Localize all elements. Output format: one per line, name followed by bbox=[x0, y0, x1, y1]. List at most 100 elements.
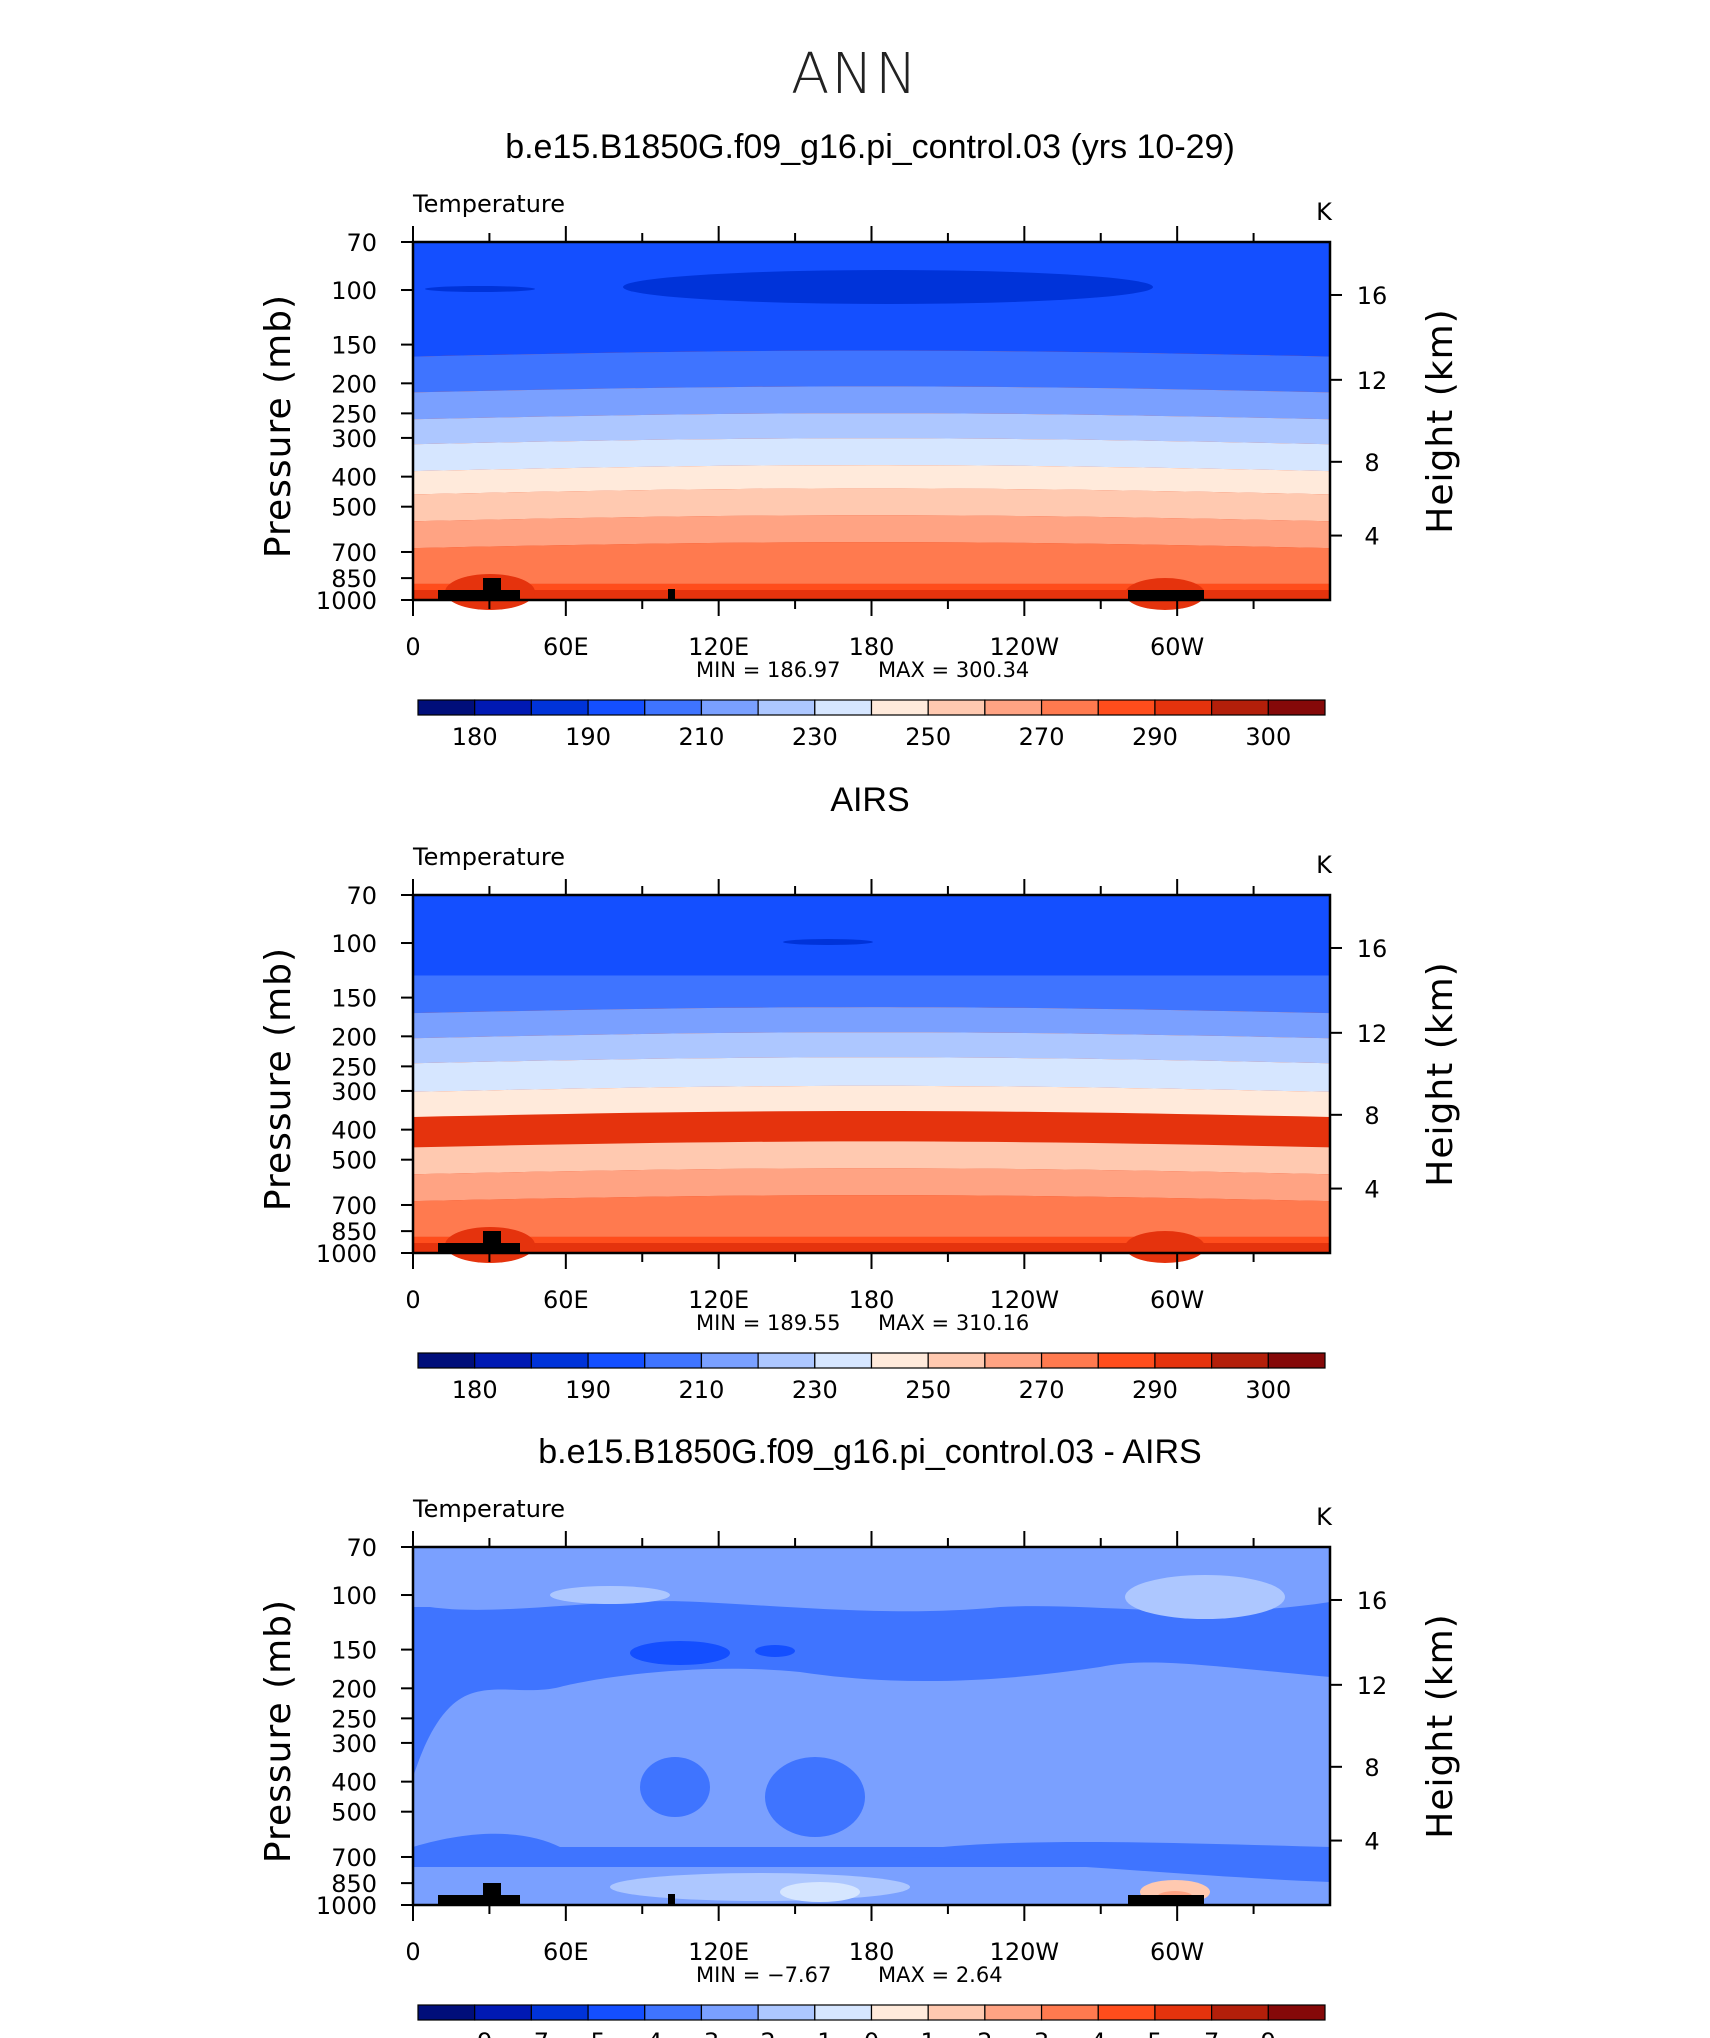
x-tick-label: 0 bbox=[405, 1938, 420, 1966]
y-tick-label: 500 bbox=[331, 1799, 377, 1827]
colorbar-box bbox=[644, 1352, 703, 1369]
contour-band bbox=[413, 895, 1330, 976]
x-tick-label: 60W bbox=[1150, 1938, 1204, 1966]
x-tick-label: 120E bbox=[688, 1938, 749, 1966]
colorbar-box bbox=[1267, 699, 1326, 716]
min-label: MIN = −7.67 bbox=[696, 1963, 831, 1987]
colorbar-box bbox=[814, 2004, 873, 2021]
colorbar-label: 3 bbox=[1034, 2028, 1049, 2038]
y-right-axis-title: Height (km) bbox=[1420, 1613, 1461, 1838]
colorbar-label: 270 bbox=[1019, 723, 1065, 751]
panel-title: b.e15.B1850G.f09_g16.pi_control.03 (yrs … bbox=[505, 128, 1235, 166]
colorbar-label: −1 bbox=[797, 2028, 832, 2038]
warm-region bbox=[550, 1586, 670, 1604]
x-tick-label: 120E bbox=[688, 633, 749, 661]
panel-3: b.e15.B1850G.f09_g16.pi_control.03 - AIR… bbox=[258, 1433, 1461, 2038]
panel-1: b.e15.B1850G.f09_g16.pi_control.03 (yrs … bbox=[258, 128, 1461, 751]
colorbar-box bbox=[417, 1352, 476, 1369]
x-tick-label: 60E bbox=[543, 633, 589, 661]
y-right-tick-label: 12 bbox=[1357, 367, 1388, 395]
contour-band bbox=[900, 1842, 1330, 1882]
colorbar-box bbox=[700, 699, 759, 716]
contour-band bbox=[413, 1057, 1330, 1092]
contour-band bbox=[413, 1141, 1330, 1175]
y-tick-label: 70 bbox=[346, 1534, 377, 1562]
colorbar-box bbox=[870, 699, 929, 716]
y-tick-label: 70 bbox=[346, 882, 377, 910]
units-label: K bbox=[1316, 198, 1333, 226]
y-tick-label: 700 bbox=[331, 1844, 377, 1872]
colorbar-box bbox=[474, 699, 532, 716]
cold-region bbox=[640, 1757, 710, 1817]
colorbar-box bbox=[1154, 699, 1213, 716]
colorbar-box bbox=[474, 2004, 532, 2021]
contour-band bbox=[413, 350, 1330, 393]
y-right-tick-label: 4 bbox=[1364, 523, 1379, 551]
colorbar-box bbox=[1040, 1352, 1099, 1369]
colorbar-box bbox=[1211, 1352, 1269, 1369]
y-tick-label: 850 bbox=[331, 1218, 377, 1246]
colorbar-label: 180 bbox=[452, 723, 498, 751]
colorbar-box bbox=[530, 1352, 589, 1369]
colorbar-box bbox=[530, 699, 589, 716]
colorbar-box bbox=[814, 699, 873, 716]
x-tick-label: 0 bbox=[405, 1286, 420, 1314]
colorbar-box bbox=[757, 2004, 816, 2021]
cold-region bbox=[783, 939, 873, 945]
y-tick-label: 100 bbox=[331, 1582, 377, 1610]
y-tick-label: 500 bbox=[331, 494, 377, 522]
contour-band bbox=[413, 1168, 1330, 1202]
contour-band bbox=[413, 590, 1330, 600]
contour-band bbox=[413, 515, 1330, 549]
y-tick-label: 200 bbox=[331, 1023, 377, 1051]
colorbar-box bbox=[870, 2004, 929, 2021]
x-tick-label: 60W bbox=[1150, 1286, 1204, 1314]
y-tick-label: 700 bbox=[331, 1192, 377, 1220]
colorbar-box bbox=[927, 2004, 986, 2021]
y-tick-label: 250 bbox=[331, 1053, 377, 1081]
colorbar-box bbox=[1040, 2004, 1099, 2021]
land-mask bbox=[438, 1895, 520, 1905]
cold-region bbox=[425, 286, 535, 292]
y-right-axis-title: Height (km) bbox=[1420, 308, 1461, 533]
colorbar-label: 1 bbox=[921, 2028, 936, 2038]
max-label: MAX = 300.34 bbox=[878, 658, 1029, 682]
colorbar-label: 190 bbox=[565, 723, 611, 751]
colorbar-box bbox=[1267, 1352, 1326, 1369]
colorbar-box bbox=[1097, 1352, 1156, 1369]
contour-band bbox=[413, 386, 1330, 420]
colorbar-label: 9 bbox=[1261, 2028, 1276, 2038]
cold-region bbox=[623, 270, 1153, 304]
colorbar-label: 270 bbox=[1019, 1376, 1065, 1404]
y-tick-label: 1000 bbox=[316, 1240, 377, 1268]
colorbar-box bbox=[700, 2004, 759, 2021]
y-tick-label: 150 bbox=[331, 332, 377, 360]
y-right-tick-label: 8 bbox=[1364, 1102, 1379, 1130]
y-tick-label: 500 bbox=[331, 1147, 377, 1175]
colorbar-label: 300 bbox=[1245, 1376, 1291, 1404]
contour-band bbox=[413, 1032, 1330, 1064]
land-mask bbox=[1128, 590, 1204, 600]
colorbar-box bbox=[644, 699, 703, 716]
x-tick-label: 120W bbox=[990, 1286, 1060, 1314]
x-tick-label: 120W bbox=[990, 633, 1060, 661]
colorbar-label: −2 bbox=[740, 2028, 775, 2038]
colorbar-label: 250 bbox=[905, 1376, 951, 1404]
y-right-tick-label: 8 bbox=[1364, 1754, 1379, 1782]
y-axis-title: Pressure (mb) bbox=[258, 1599, 299, 1863]
colorbar-label: 300 bbox=[1245, 723, 1291, 751]
land-mask bbox=[483, 578, 501, 592]
colorbar-label: 4 bbox=[1091, 2028, 1106, 2038]
contour-band bbox=[413, 465, 1330, 495]
x-tick-label: 180 bbox=[849, 633, 895, 661]
contour-band bbox=[413, 542, 1330, 584]
y-tick-label: 850 bbox=[331, 565, 377, 593]
colorbar-label: −5 bbox=[570, 2028, 605, 2038]
colorbar-label: 250 bbox=[905, 723, 951, 751]
colorbar-box bbox=[1211, 699, 1269, 716]
land-mask bbox=[438, 590, 520, 600]
land-mask bbox=[438, 1243, 520, 1253]
colorbar-label: −3 bbox=[684, 2028, 719, 2038]
colorbar-box bbox=[814, 1352, 873, 1369]
warm-region bbox=[610, 1873, 910, 1901]
